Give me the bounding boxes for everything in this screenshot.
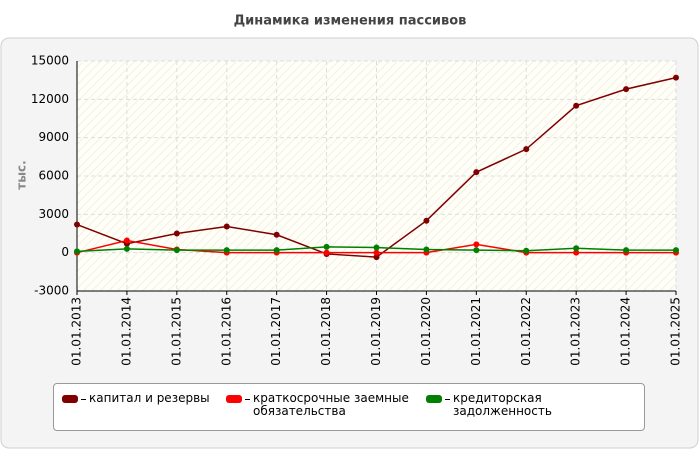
x-tick-label: 01.01.2023	[569, 297, 583, 366]
x-tick-label: 01.01.2017	[269, 297, 283, 366]
x-tick-label: 01.01.2025	[669, 297, 683, 366]
legend-item: капитал и резервы	[62, 392, 212, 405]
point	[573, 245, 580, 252]
x-tick-label: 01.01.2014	[119, 297, 133, 366]
x-tick-label: 01.01.2021	[469, 297, 483, 366]
y-tick-label: 12000	[31, 92, 69, 106]
legend-label: кредиторская задолженность	[453, 391, 552, 418]
legend-swatch	[426, 395, 442, 403]
point	[523, 247, 530, 254]
point	[223, 247, 230, 254]
x-tick-label: 01.01.2022	[519, 297, 533, 366]
legend-item: кредиторская задолженность	[426, 392, 641, 418]
point	[323, 243, 330, 250]
y-tick-label: 15000	[31, 54, 69, 68]
x-tick-label: 01.01.2019	[369, 297, 383, 366]
x-tick-label: 01.01.2015	[169, 297, 183, 366]
point	[373, 254, 380, 261]
x-tick-label: 01.01.2013	[70, 297, 84, 366]
point	[74, 221, 80, 228]
legend: капитал и резервы краткосрочные заемные о…	[53, 383, 645, 431]
legend-swatch	[62, 395, 78, 403]
x-tick-label: 01.01.2016	[219, 297, 233, 366]
point	[173, 230, 180, 237]
point	[373, 244, 380, 251]
point	[473, 241, 480, 248]
chart-title: Динамика изменения пассивов	[234, 14, 467, 29]
point	[273, 231, 280, 238]
legend-swatch	[226, 395, 242, 403]
legend-label: капитал и резервы	[89, 391, 210, 405]
point	[473, 247, 480, 254]
x-tick-label: 01.01.2018	[319, 297, 333, 366]
point	[623, 247, 630, 254]
y-tick-label: -3000	[34, 284, 69, 298]
point	[623, 86, 630, 93]
point	[123, 237, 130, 244]
point	[273, 247, 280, 254]
point	[373, 249, 380, 256]
point	[673, 74, 679, 81]
x-tick-label: 01.01.2024	[619, 297, 633, 366]
legend-label: краткосрочные заемные обязательства	[253, 391, 409, 418]
point	[673, 247, 679, 254]
legend-dash	[81, 399, 86, 400]
point	[573, 102, 580, 109]
point	[123, 245, 130, 252]
y-tick-label: 9000	[38, 130, 69, 144]
point	[223, 223, 230, 230]
point	[473, 169, 480, 176]
point	[523, 146, 530, 153]
point	[173, 247, 180, 254]
y-tick-label: 0	[61, 245, 69, 259]
y-tick-label: 3000	[38, 207, 69, 221]
x-tick-label: 01.01.2020	[419, 297, 433, 366]
legend-item: краткосрочные заемные обязательства	[226, 392, 411, 418]
y-axis-label: тыс.	[15, 160, 29, 189]
legend-dash	[245, 399, 250, 400]
point	[423, 217, 430, 224]
point	[573, 249, 580, 256]
point	[74, 248, 80, 255]
point	[423, 246, 430, 253]
legend-dash	[445, 399, 450, 400]
point	[323, 249, 330, 256]
y-tick-label: 6000	[38, 169, 69, 183]
